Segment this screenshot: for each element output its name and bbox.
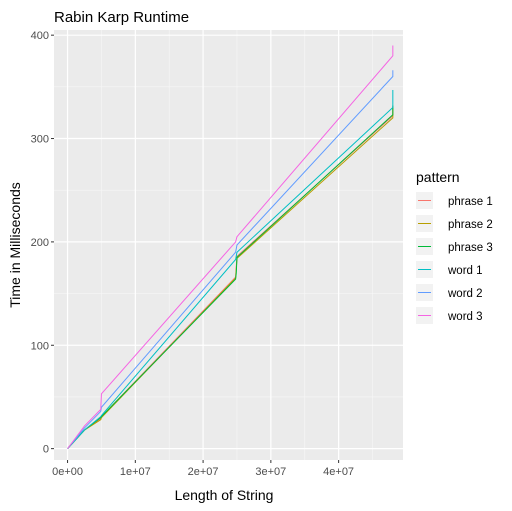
y-tick-label: 400 — [31, 30, 49, 42]
legend-label: phrase 1 — [448, 196, 493, 208]
legend: pattern phrase 1 phrase 2 phrase 3 word 1 wo… — [416, 169, 493, 324]
legend-title: pattern — [416, 169, 460, 185]
y-tick-label: 300 — [31, 134, 49, 146]
legend-label: word 2 — [447, 288, 483, 300]
y-tick-label: 0 — [43, 444, 49, 456]
legend-label: word 1 — [447, 265, 483, 277]
legend-label: word 3 — [447, 311, 483, 323]
series-line-4 — [67, 89, 394, 449]
y-tick-label: 100 — [31, 340, 49, 352]
axes: 0e+00 1e+07 2e+07 3e+07 4e+07 0 100 200 300 400 — [31, 30, 354, 478]
plot-panel — [54, 30, 403, 460]
x-tick-label: 0e+00 — [52, 466, 83, 478]
y-tick-label: 200 — [31, 237, 49, 249]
chart-title: Rabin Karp Runtime — [54, 9, 189, 26]
series-line-5 — [67, 70, 394, 449]
x-tick-label: 4e+07 — [323, 466, 354, 478]
x-tick-label: 1e+07 — [120, 466, 151, 478]
legend-label: phrase 2 — [448, 219, 493, 231]
legend-label: phrase 3 — [448, 242, 493, 254]
series-line-6 — [67, 45, 394, 449]
x-tick-label: 3e+07 — [255, 466, 286, 478]
series-lines — [67, 45, 394, 449]
x-tick-label: 2e+07 — [188, 466, 219, 478]
x-axis-label: Length of String — [175, 487, 274, 503]
y-axis-label: Time in Milliseconds — [7, 182, 23, 308]
grid — [54, 30, 403, 460]
